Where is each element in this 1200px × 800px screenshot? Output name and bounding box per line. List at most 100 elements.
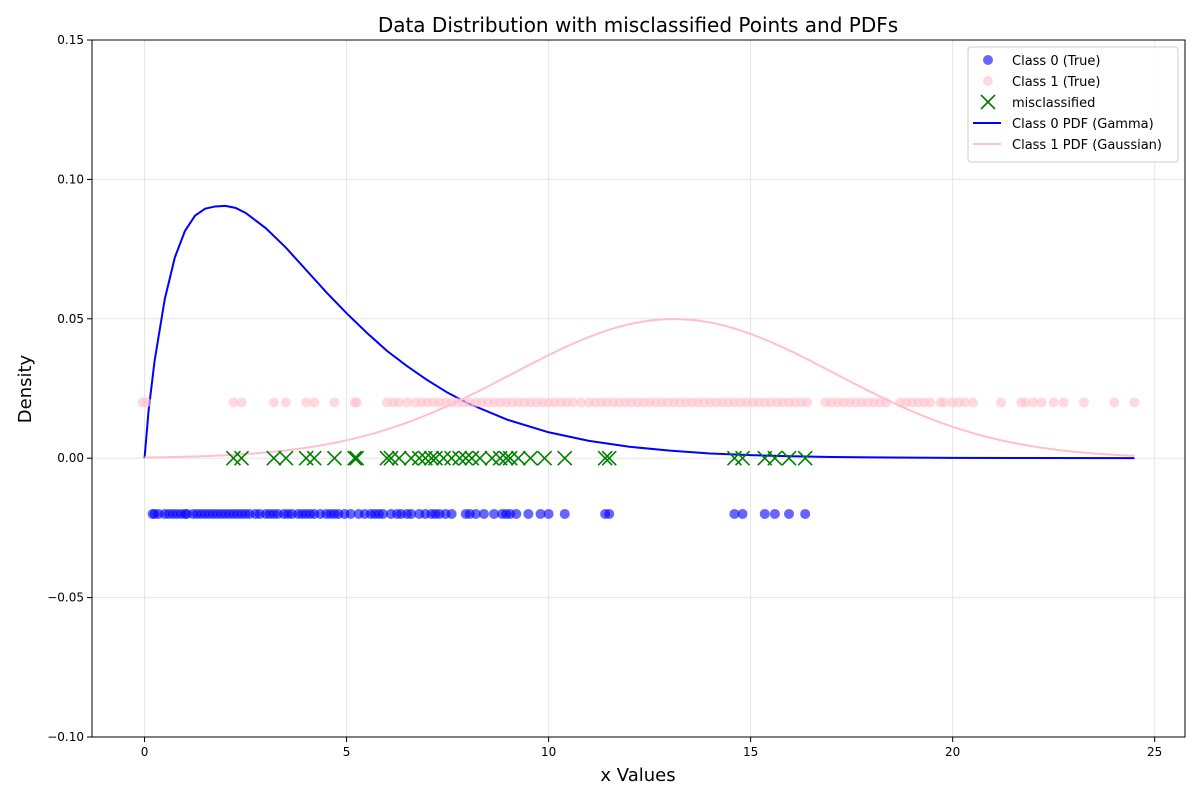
- data-point: [1020, 397, 1031, 408]
- legend-marker: [983, 55, 993, 65]
- data-point: [959, 397, 970, 408]
- data-point: [394, 397, 405, 408]
- series-0: [147, 508, 811, 519]
- legend-label: misclassified: [1012, 96, 1095, 111]
- pdf-line-4: [144, 318, 1135, 459]
- data-point: [1129, 397, 1140, 408]
- misclassified-marker: [472, 450, 488, 466]
- series-1: [137, 397, 1140, 408]
- chart-title: Data Distribution with misclassified Poi…: [378, 13, 898, 37]
- data-point: [1036, 397, 1047, 408]
- data-point: [478, 508, 489, 519]
- misclassified-marker: [391, 450, 407, 466]
- y-tick-label: −0.10: [47, 730, 84, 744]
- scatter-points: [137, 397, 1140, 519]
- data-point: [543, 508, 554, 519]
- legend-item: misclassified: [980, 94, 1095, 111]
- legend: Class 0 (True) Class 1 (True) misclassifie…: [967, 46, 1179, 163]
- plot-frame: [91, 39, 1186, 738]
- data-point: [880, 397, 891, 408]
- data-point: [1109, 397, 1120, 408]
- data-point: [523, 508, 534, 519]
- misclassified-marker: [601, 450, 617, 466]
- data-point: [511, 508, 522, 519]
- pdf-curves: [143, 204, 1135, 460]
- misclassified-marker: [781, 450, 797, 466]
- misclassified-marker: [510, 450, 526, 466]
- misclassified-marker: [452, 450, 468, 466]
- x-axis: 0 5 10 15 20 25: [141, 737, 1162, 759]
- misclassified-marker: [347, 450, 363, 466]
- data-point: [351, 397, 362, 408]
- x-tick-label: 0: [141, 745, 149, 759]
- misclassified-marker: [349, 450, 365, 466]
- legend-box: [967, 46, 1179, 163]
- misclassified-marker: [278, 450, 294, 466]
- misclassified-marker: [411, 450, 427, 466]
- misclassified-marker: [522, 450, 538, 466]
- data-point: [489, 508, 500, 519]
- legend-item: Class 1 (True): [983, 75, 1101, 90]
- data-point: [446, 508, 457, 519]
- x-tick-label: 5: [343, 745, 351, 759]
- misclassified-marker: [502, 450, 518, 466]
- misclassified-marker: [435, 450, 452, 466]
- misclassified-marker: [306, 450, 322, 466]
- x-tick-label: 20: [945, 745, 960, 759]
- data-point: [802, 397, 813, 408]
- misclassified-marker: [225, 450, 241, 466]
- legend-item: Class 0 (True): [983, 54, 1101, 69]
- x-tick-label: 25: [1147, 745, 1162, 759]
- legend-label: Class 1 PDF (Gaussian): [1012, 138, 1162, 153]
- legend-marker: [980, 94, 996, 110]
- y-tick-label: −0.05: [47, 591, 84, 605]
- data-point: [759, 508, 770, 519]
- misclassified-marker: [427, 450, 444, 466]
- data-point: [769, 508, 780, 519]
- data-point: [345, 508, 356, 519]
- data-point: [236, 397, 247, 408]
- data-point: [280, 397, 291, 408]
- data-point: [309, 397, 320, 408]
- series-2: [225, 450, 813, 466]
- x-axis-label: x Values: [600, 765, 675, 786]
- misclassified-marker: [797, 450, 813, 466]
- misclassified-marker: [458, 450, 474, 466]
- data-point: [567, 397, 578, 408]
- misclassified-marker: [557, 450, 573, 466]
- legend-item: Class 0 PDF (Gamma): [973, 117, 1154, 132]
- data-point: [939, 397, 950, 408]
- data-point: [141, 397, 152, 408]
- data-point: [301, 397, 312, 408]
- legend-item: Class 1 PDF (Gaussian): [973, 138, 1162, 153]
- misclassified-marker: [536, 450, 553, 466]
- misclassified-marker: [423, 450, 439, 466]
- data-point: [800, 508, 811, 519]
- misclassified-marker: [298, 450, 314, 466]
- data-point: [575, 397, 586, 408]
- misclassified-marker: [266, 450, 282, 466]
- data-point: [535, 508, 546, 519]
- misclassified-marker: [734, 450, 751, 466]
- y-tick-label: 0.05: [57, 312, 84, 326]
- misclassified-marker: [597, 450, 613, 466]
- data-point: [1028, 397, 1039, 408]
- x-tick-label: 15: [743, 745, 758, 759]
- legend-label: Class 1 (True): [1012, 75, 1101, 90]
- data-point: [1078, 397, 1089, 408]
- misclassified-marker: [444, 450, 460, 466]
- data-point: [228, 397, 239, 408]
- data-point: [604, 508, 615, 519]
- misclassified-marker: [726, 450, 743, 466]
- y-axis-label: Density: [15, 354, 36, 423]
- misclassified-marker: [233, 450, 250, 466]
- y-tick-label: 0.10: [57, 172, 84, 186]
- y-axis: −0.10 −0.05 0.00 0.05 0.10 0.15: [47, 33, 92, 744]
- data-point: [268, 397, 279, 408]
- data-point: [784, 508, 795, 519]
- misclassified-marker: [326, 450, 343, 466]
- y-tick-label: 0.15: [57, 33, 84, 47]
- data-point: [1048, 397, 1059, 408]
- data-point: [559, 508, 570, 519]
